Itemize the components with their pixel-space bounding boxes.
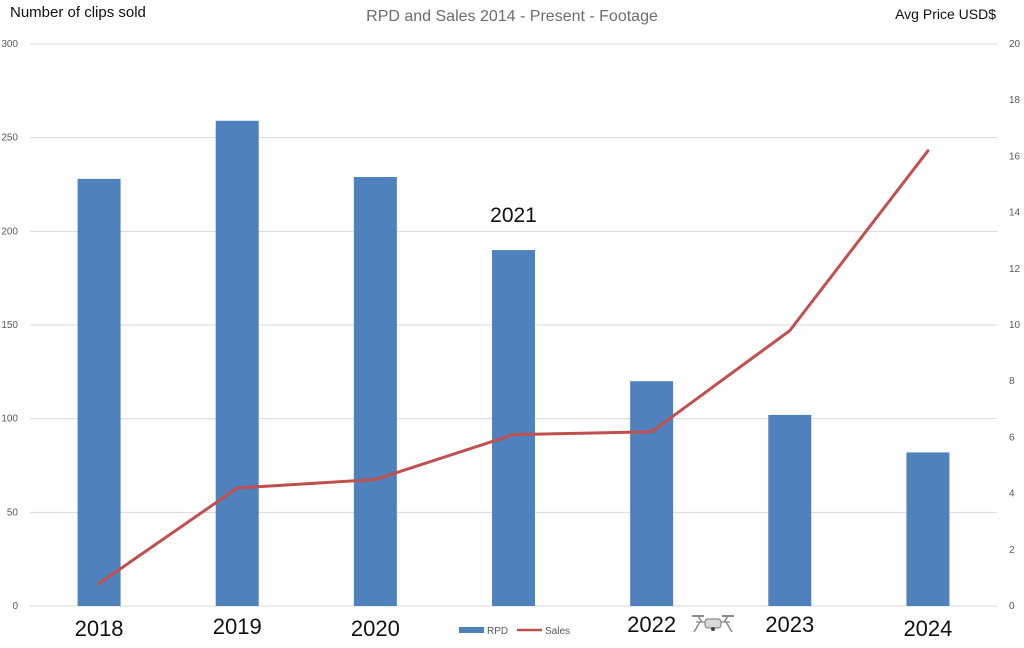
left-tick-label: 200 xyxy=(1,226,18,237)
rpd-bar xyxy=(77,178,121,606)
rpd-bars xyxy=(77,120,950,607)
right-tick-label: 20 xyxy=(1009,39,1021,50)
rpd-bar xyxy=(768,414,812,606)
right-tick-label: 0 xyxy=(1009,601,1015,612)
right-tick-label: 2 xyxy=(1009,545,1015,556)
right-axis-ticks: 0 2 4 6 8 10 12 14 16 18 20 xyxy=(1009,39,1021,612)
right-axis-label: Avg Price USD$ xyxy=(895,6,996,22)
category-label: 2024 xyxy=(903,616,952,641)
drone-icon xyxy=(692,615,734,633)
sales-point xyxy=(926,149,930,153)
rpd-bar xyxy=(906,452,950,606)
left-axis-ticks: 0 50 100 150 200 250 300 xyxy=(1,39,18,612)
annotation-label: 2021 xyxy=(490,204,537,227)
left-tick-label: 50 xyxy=(7,507,19,518)
left-tick-label: 300 xyxy=(1,39,18,50)
category-label: 2018 xyxy=(75,616,124,641)
right-tick-label: 14 xyxy=(1009,208,1021,219)
rpd-bar xyxy=(353,177,397,607)
right-tick-label: 8 xyxy=(1009,376,1015,387)
left-tick-label: 0 xyxy=(12,601,18,612)
right-tick-label: 18 xyxy=(1009,95,1021,106)
sales-point xyxy=(235,486,239,490)
rpd-bar xyxy=(215,120,259,606)
legend-label-rpd: RPD xyxy=(487,626,508,637)
sales-point xyxy=(512,433,515,437)
sales-point xyxy=(373,478,377,482)
left-tick-label: 250 xyxy=(1,133,18,144)
left-tick-label: 150 xyxy=(1,320,18,331)
left-axis-label: Number of clips sold xyxy=(10,4,146,21)
category-labels: 2018 2019 2020 2022 2023 2024 xyxy=(75,612,953,641)
chart-title: RPD and Sales 2014 - Present - Footage xyxy=(366,8,658,25)
category-label: 2023 xyxy=(765,612,814,637)
sales-point xyxy=(97,582,101,586)
right-tick-label: 6 xyxy=(1009,432,1015,443)
annotations: 2021 xyxy=(490,204,537,227)
right-tick-label: 12 xyxy=(1009,264,1021,275)
sales-line xyxy=(97,149,930,586)
rpd-bar xyxy=(630,381,674,606)
rpd-bar xyxy=(492,250,535,607)
category-label: 2020 xyxy=(351,616,400,641)
sales-point xyxy=(650,430,654,434)
left-tick-label: 100 xyxy=(1,414,18,425)
legend-swatch-rpd xyxy=(459,627,484,633)
sales-point xyxy=(788,329,792,333)
right-tick-label: 16 xyxy=(1009,151,1021,162)
category-label: 2019 xyxy=(213,614,262,639)
right-tick-label: 4 xyxy=(1009,489,1015,500)
legend-label-sales: Sales xyxy=(545,626,570,637)
right-tick-label: 10 xyxy=(1009,320,1021,331)
legend: RPD Sales xyxy=(459,626,570,637)
category-label: 2022 xyxy=(627,612,676,637)
